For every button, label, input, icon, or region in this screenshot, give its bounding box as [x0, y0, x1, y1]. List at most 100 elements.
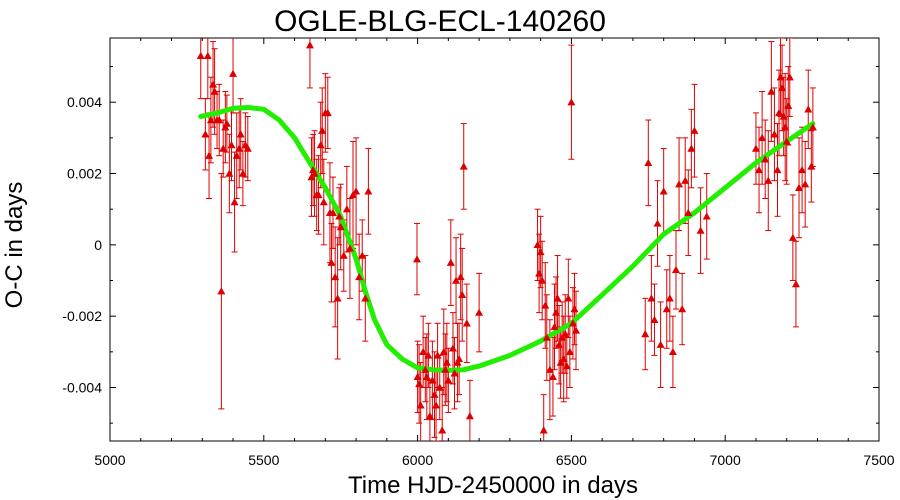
data-point-marker: [798, 165, 807, 174]
data-point-marker: [562, 362, 571, 370]
data-point-marker: [775, 108, 784, 117]
data-point-marker: [567, 98, 576, 106]
data-point-marker: [690, 126, 699, 134]
data-point-marker: [555, 340, 564, 348]
data-point-marker: [538, 276, 547, 284]
data-point-marker: [572, 326, 581, 334]
data-point-marker: [761, 155, 770, 163]
data-point-marker: [553, 294, 562, 302]
data-point-marker: [559, 354, 568, 363]
data-point-marker: [536, 247, 545, 256]
data-point-marker: [751, 144, 760, 152]
data-point-marker: [364, 187, 373, 195]
data-point-marker: [229, 69, 238, 77]
data-point-marker: [448, 344, 457, 352]
x-tick-label: 6000: [402, 452, 433, 468]
y-tick-label: 0: [94, 237, 102, 253]
y-tick-label: -0.002: [62, 308, 102, 324]
x-axis-label: Time HJD-2450000 in days: [348, 472, 638, 499]
data-point-marker: [444, 376, 453, 384]
data-point-marker: [767, 87, 776, 95]
data-point-marker: [339, 251, 348, 259]
data-point-marker: [336, 223, 345, 231]
data-point-marker: [452, 276, 461, 284]
data-point-marker: [758, 133, 767, 142]
data-point-marker: [678, 305, 687, 313]
data-point-marker: [465, 412, 474, 420]
data-point-marker: [795, 183, 804, 191]
data-point-marker: [446, 258, 455, 266]
data-point-marker: [316, 140, 325, 149]
data-point-marker: [781, 123, 790, 131]
data-point-marker: [668, 347, 677, 356]
data-point-marker: [770, 130, 779, 138]
data-point-marker: [235, 144, 244, 152]
data-point-marker: [475, 308, 484, 316]
data-point-marker: [568, 319, 577, 327]
data-point-marker: [458, 290, 467, 298]
data-point-marker: [310, 169, 319, 177]
data-point-marker: [755, 165, 764, 174]
data-point-marker: [425, 412, 434, 420]
x-tick-label: 5500: [248, 452, 279, 468]
data-point-marker: [345, 244, 354, 252]
data-point-marker: [647, 294, 656, 302]
data-point-marker: [542, 333, 551, 341]
data-point-marker: [684, 208, 693, 216]
data-point-marker: [791, 280, 800, 288]
data-point-marker: [776, 73, 785, 81]
data-point-marker: [432, 401, 441, 409]
data-point-marker: [222, 119, 231, 127]
data-point-marker: [545, 365, 554, 373]
data-point-marker: [570, 305, 579, 313]
data-point-marker: [196, 51, 205, 60]
data-point-marker: [665, 294, 674, 302]
data-point-marker: [662, 305, 671, 313]
data-point-marker: [433, 351, 442, 359]
data-point-marker: [561, 330, 570, 338]
data-point-marker: [227, 140, 236, 149]
data-point-marker: [656, 340, 665, 348]
y-tick-label: -0.004: [62, 380, 102, 396]
data-point-marker: [671, 265, 680, 274]
data-point-marker: [215, 116, 224, 124]
data-point-marker: [355, 272, 364, 281]
data-point-marker: [807, 162, 816, 170]
data-point-marker: [696, 226, 705, 234]
data-point-marker: [333, 294, 342, 302]
data-point-marker: [548, 372, 557, 381]
data-point-marker: [641, 330, 650, 338]
x-tick-label: 6500: [556, 452, 587, 468]
data-point-marker: [644, 158, 653, 167]
data-point-marker: [675, 180, 684, 188]
y-tick-label: 0.004: [67, 94, 102, 110]
data-point-marker: [342, 205, 351, 213]
data-point-marker: [681, 176, 690, 184]
data-point-marker: [439, 347, 448, 356]
x-tick-label: 7500: [863, 452, 894, 468]
data-point-marker: [430, 390, 439, 398]
data-point-marker: [419, 347, 428, 356]
data-point-marker: [232, 151, 241, 159]
data-point-marker: [455, 354, 464, 363]
data-point-marker: [784, 101, 793, 109]
plot-frame: [109, 37, 880, 442]
data-point-marker: [319, 198, 328, 206]
data-point-marker: [456, 272, 465, 281]
x-tick-label: 7000: [710, 452, 741, 468]
data-point-marker: [533, 240, 542, 249]
data-point-marker: [329, 208, 338, 216]
data-point-marker: [438, 426, 447, 434]
data-point-marker: [424, 351, 433, 359]
data-point-marker: [358, 251, 367, 259]
data-point-marker: [230, 198, 239, 206]
data-point-marker: [550, 322, 559, 331]
data-point-marker: [782, 137, 791, 145]
data-point-marker: [323, 108, 332, 117]
data-point-marker: [659, 187, 668, 195]
data-point-marker: [459, 162, 468, 170]
data-point-marker: [219, 144, 228, 152]
y-tick-label: 0.002: [67, 166, 102, 182]
data-point-marker: [435, 383, 444, 391]
